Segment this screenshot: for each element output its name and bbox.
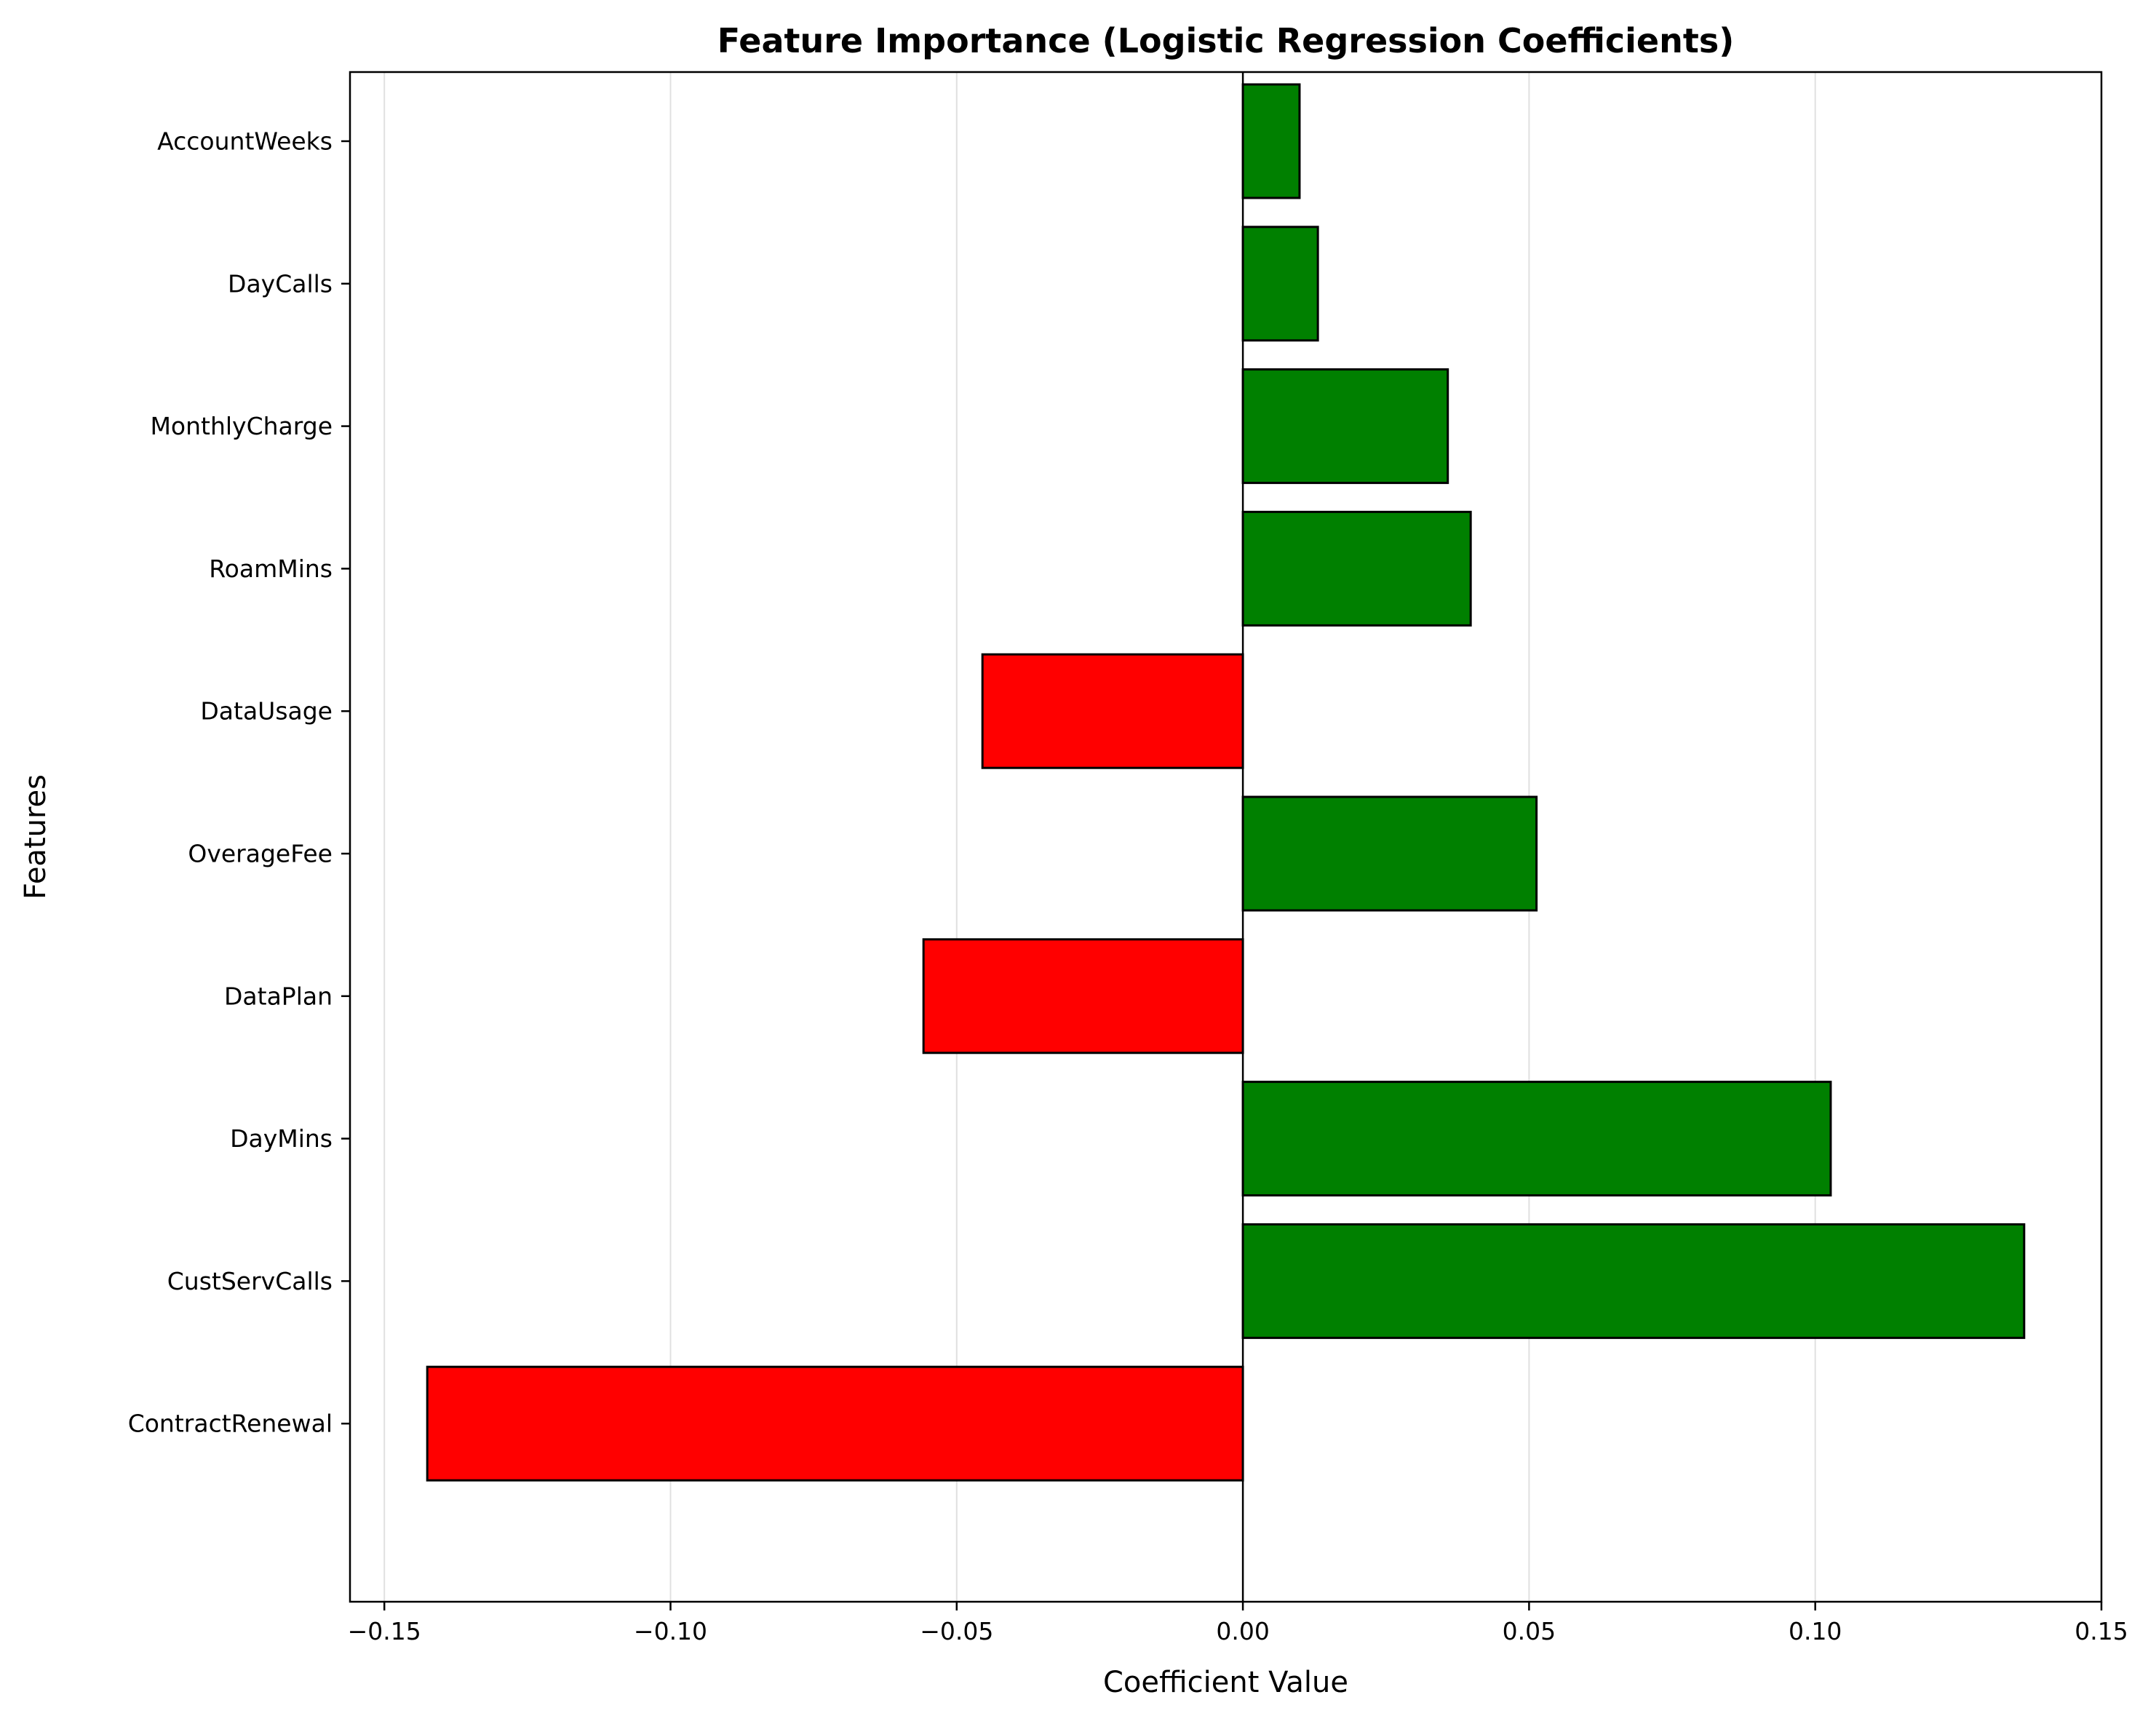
y-tick-label: CustServCalls <box>167 1267 333 1295</box>
y-tick-label: DayMins <box>230 1124 333 1153</box>
bar-cust-serv-calls <box>1241 1223 2026 1339</box>
bar-day-mins <box>1241 1081 1832 1197</box>
bars <box>426 83 2026 1482</box>
bar-day-calls <box>1241 226 1319 342</box>
x-tick-label: 0.05 <box>1503 1617 1556 1645</box>
x-axis-ticks: −0.15 −0.10 −0.05 0.00 0.05 0.10 0.15 <box>348 1602 2128 1645</box>
y-tick-label: AccountWeeks <box>157 127 333 156</box>
y-tick-label: OverageFee <box>188 840 333 868</box>
y-tick-label: DataUsage <box>200 697 333 726</box>
bar-contract-renewal <box>426 1365 1244 1482</box>
x-tick-label: 0.10 <box>1789 1617 1842 1645</box>
x-tick-label: −0.15 <box>348 1617 421 1645</box>
bar-overage-fee <box>1241 795 1538 912</box>
bar-monthly-charge <box>1241 368 1449 485</box>
plot-frame <box>349 71 2103 1603</box>
y-tick-label: MonthlyCharge <box>150 412 333 440</box>
x-tick-label: 0.00 <box>1216 1617 1269 1645</box>
y-tick-label: ContractRenewal <box>128 1410 333 1438</box>
y-tick-label: DayCalls <box>228 269 333 298</box>
y-tick-label: DataPlan <box>224 982 333 1010</box>
bar-data-plan <box>922 938 1244 1054</box>
y-axis-ticks: ContractRenewal CustServCalls DayMins DataP… <box>128 127 350 1438</box>
bar-account-weeks <box>1241 83 1301 199</box>
bar-data-usage <box>981 653 1244 769</box>
x-axis-label: Coefficient Value <box>1103 1666 1348 1699</box>
y-tick-label: RoamMins <box>209 555 333 583</box>
y-axis-label: Features <box>19 774 52 899</box>
bar-roam-mins <box>1241 510 1472 627</box>
chart-title: Feature Importance (Logistic Regression … <box>717 21 1735 60</box>
x-tick-label: −0.05 <box>920 1617 993 1645</box>
x-tick-label: 0.15 <box>2075 1617 2128 1645</box>
x-tick-label: −0.10 <box>634 1617 707 1645</box>
